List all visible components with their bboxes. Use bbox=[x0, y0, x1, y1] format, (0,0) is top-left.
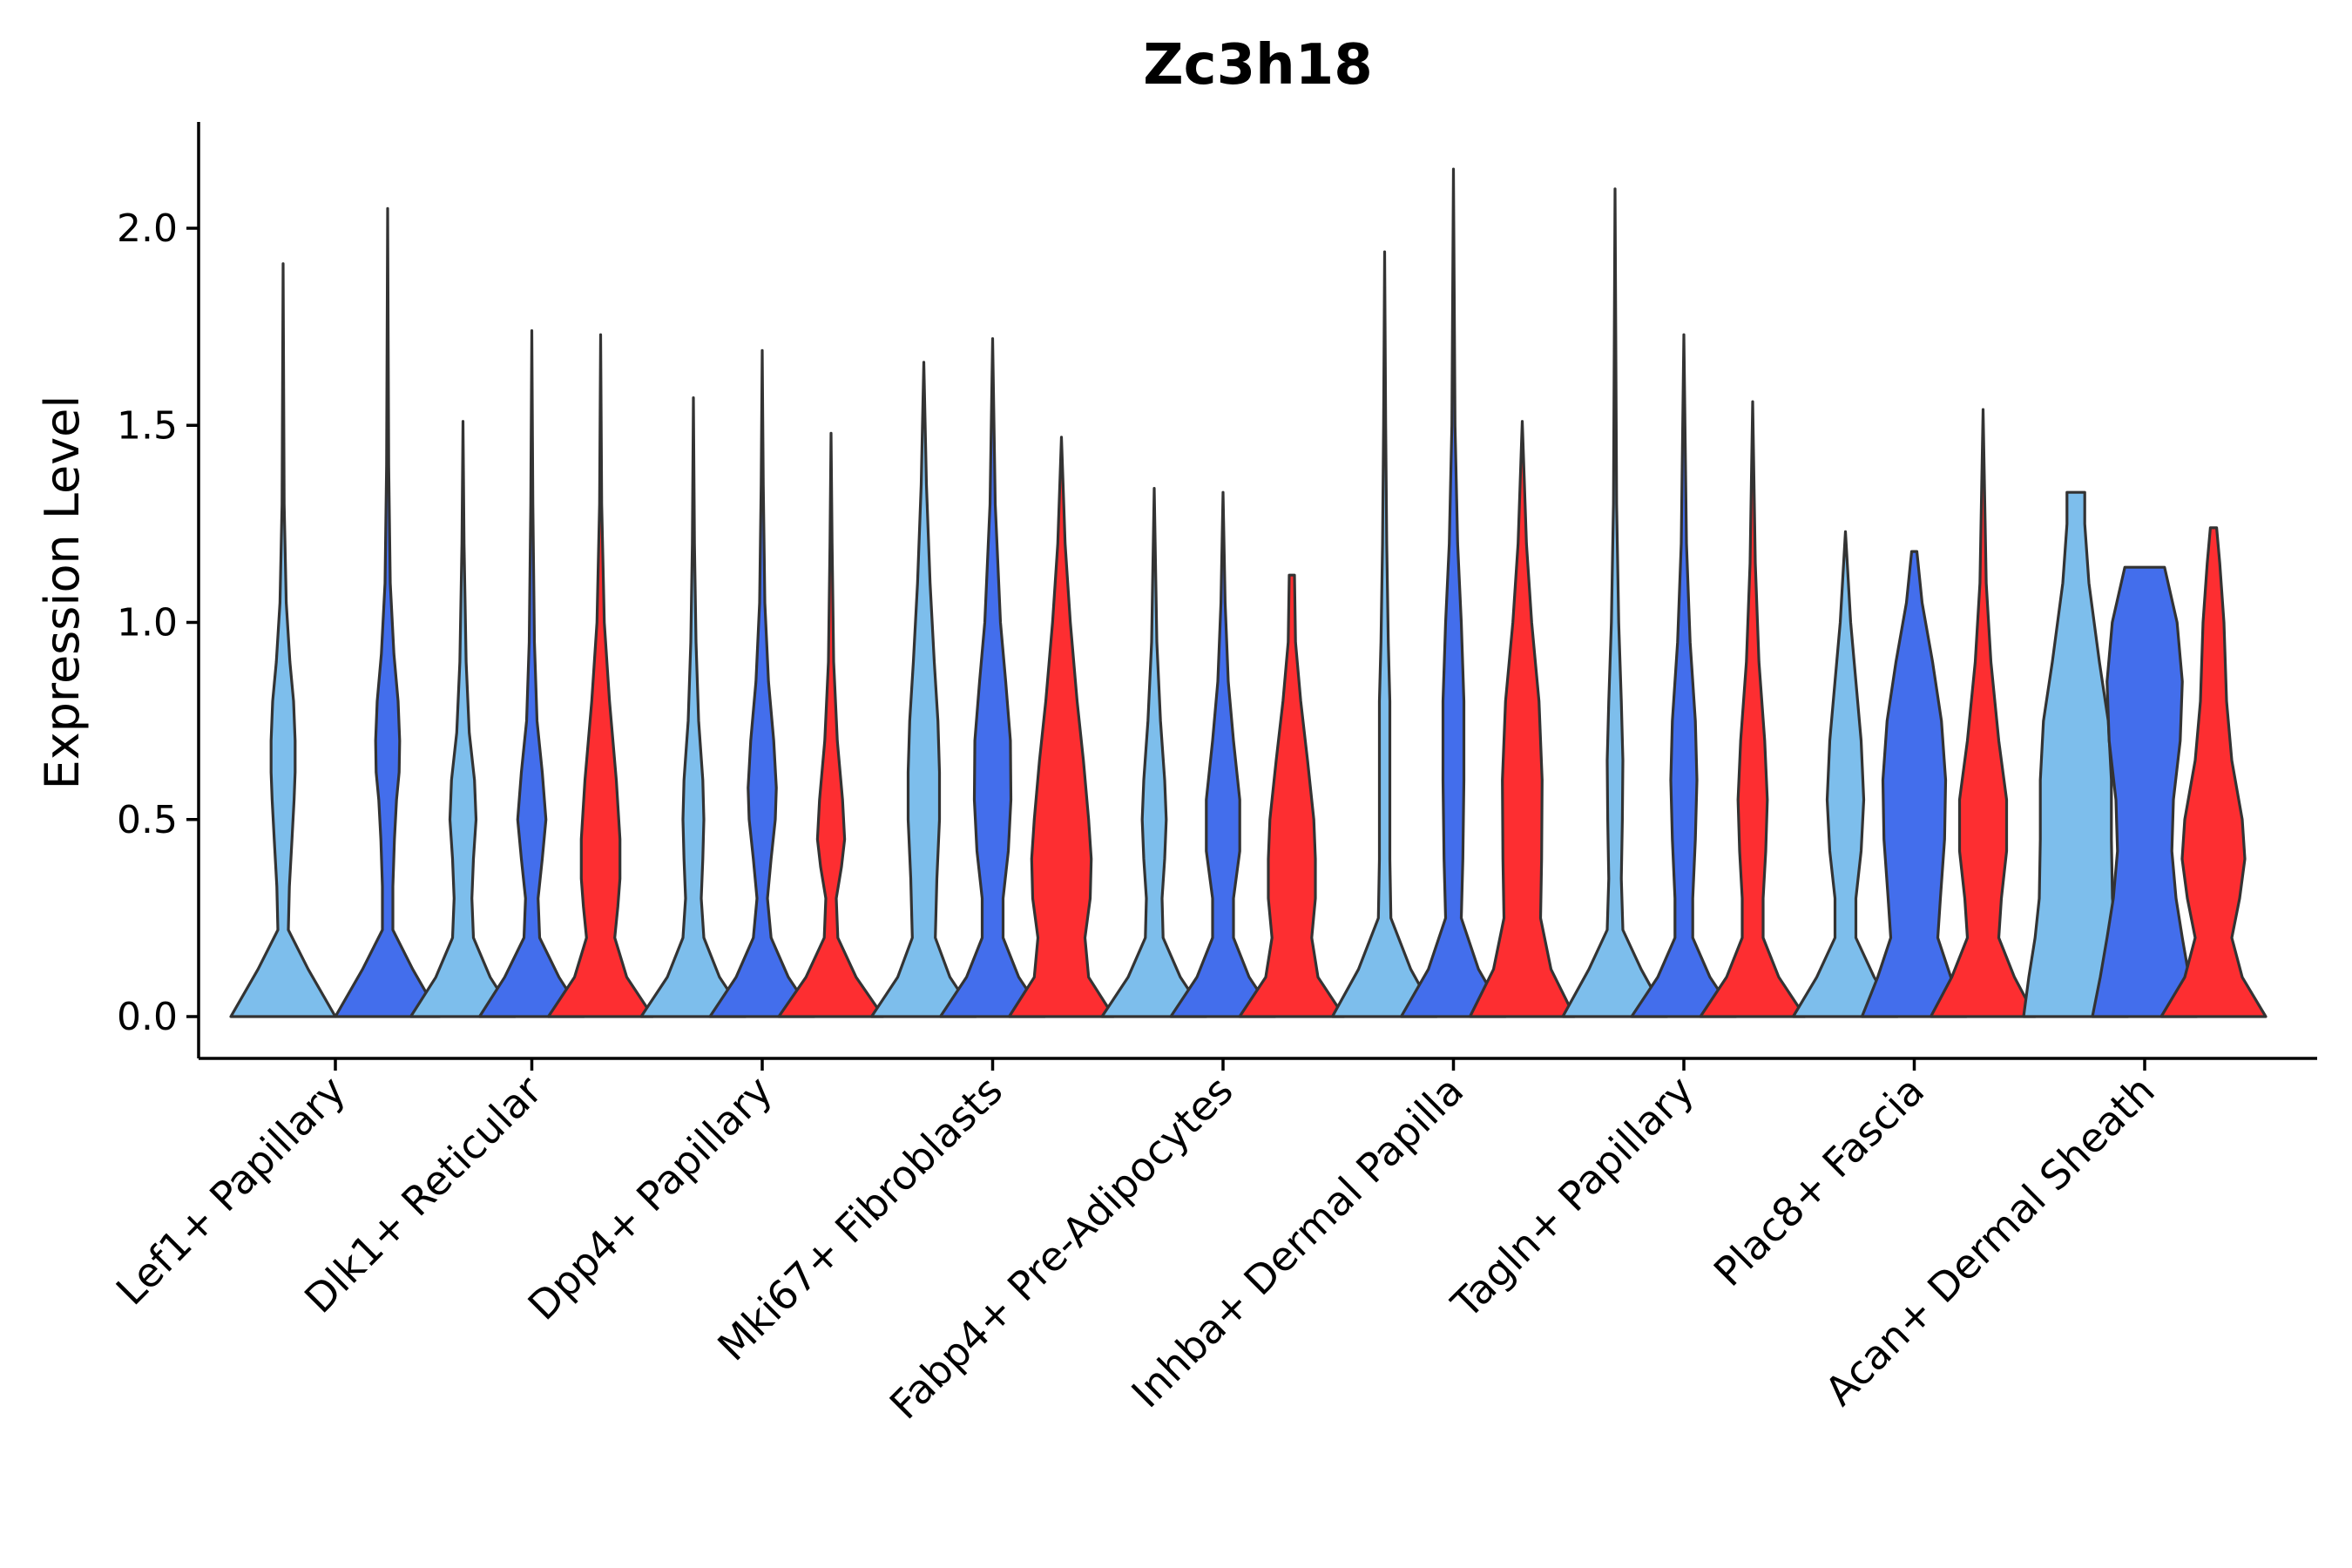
violin-dpp4-papillary-2 bbox=[777, 431, 885, 1018]
violin-tagln-papillary-0 bbox=[1561, 187, 1669, 1018]
y-axis-label: Expression Level bbox=[35, 395, 90, 790]
violin-lef1-papillary-1 bbox=[334, 206, 442, 1018]
violin-fabp4-pre-adipocytes-1 bbox=[1169, 490, 1277, 1018]
violin-dpp4-papillary-0 bbox=[639, 396, 747, 1018]
violin-plac8-fascia-1 bbox=[1860, 550, 1969, 1018]
x-category-label: Tagln+ Papillary bbox=[1442, 1067, 1703, 1328]
violin-plac8-fascia-2 bbox=[1929, 408, 2038, 1018]
violin-dlk1-reticular-1 bbox=[477, 329, 586, 1018]
violin-fabp4-pre-adipocytes-0 bbox=[1100, 487, 1208, 1018]
violin-acan-dermal-sheath-1 bbox=[2091, 565, 2199, 1018]
y-tick-label: 0.0 bbox=[117, 995, 178, 1039]
violin-acan-dermal-sheath-2 bbox=[2159, 526, 2268, 1018]
violin-inhba-dermal-papilla-1 bbox=[1399, 167, 1508, 1018]
violin-lef1-papillary-0 bbox=[229, 262, 337, 1018]
violin-tagln-papillary-1 bbox=[1630, 333, 1738, 1018]
x-category-label: Dpp4+ Papillary bbox=[519, 1067, 781, 1329]
violin-mki67-fibroblasts-0 bbox=[869, 361, 978, 1018]
violin-inhba-dermal-papilla-0 bbox=[1330, 250, 1439, 1018]
y-tick-label: 1.5 bbox=[117, 403, 178, 448]
violin-dlk1-reticular-2 bbox=[546, 333, 655, 1018]
violin-mki67-fibroblasts-2 bbox=[1007, 436, 1116, 1018]
violin-dlk1-reticular-0 bbox=[409, 420, 517, 1018]
violin-mki67-fibroblasts-1 bbox=[938, 337, 1047, 1018]
y-tick-label: 1.0 bbox=[117, 601, 178, 645]
violin-inhba-dermal-papilla-2 bbox=[1468, 420, 1577, 1018]
y-tick-label: 2.0 bbox=[117, 206, 178, 251]
violin-tagln-papillary-2 bbox=[1699, 400, 1807, 1018]
violin-plac8-fascia-0 bbox=[1791, 530, 1900, 1018]
violin-fabp4-pre-adipocytes-2 bbox=[1238, 573, 1346, 1018]
chart-title: Zc3h18 bbox=[1143, 33, 1373, 98]
violin-dpp4-papillary-1 bbox=[708, 348, 816, 1018]
x-category-label: Plac8+ Fascia bbox=[1705, 1067, 1933, 1295]
y-tick-label: 0.5 bbox=[117, 798, 178, 842]
